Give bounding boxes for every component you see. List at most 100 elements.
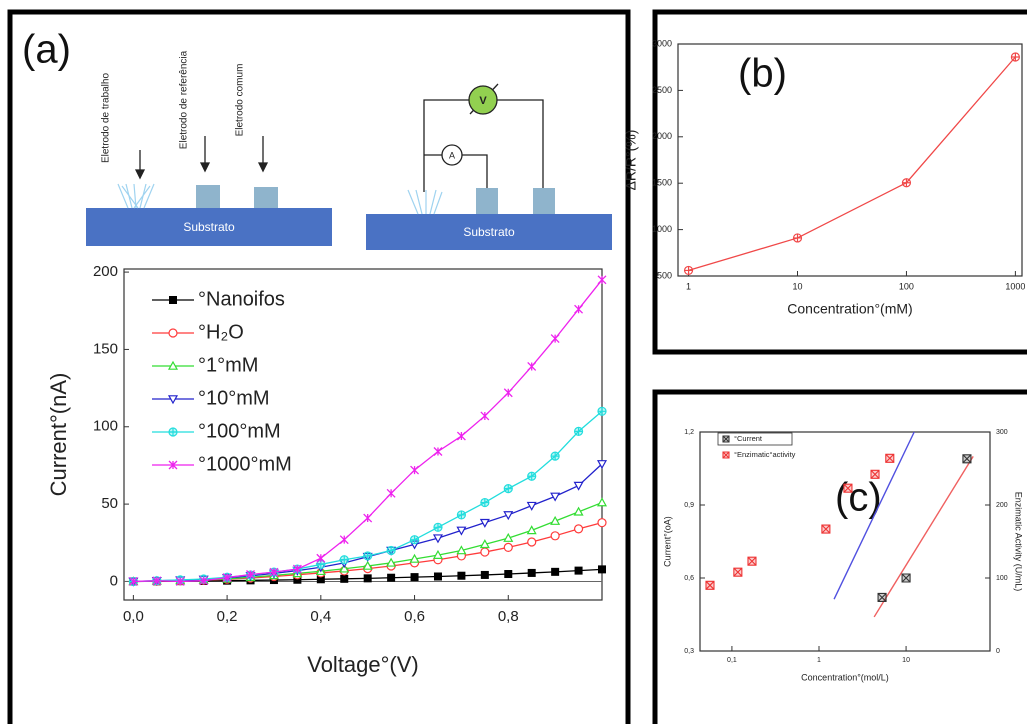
data-point (550, 515, 561, 525)
data-point (598, 565, 606, 574)
data-point (340, 574, 349, 583)
legend-label: °1°mM (198, 354, 258, 376)
data-point (683, 265, 694, 276)
data-point (386, 488, 396, 498)
y-tick-label: 500 (657, 270, 672, 280)
y-tick-label: 1500 (652, 178, 672, 188)
data-point (550, 531, 560, 541)
data-point (597, 406, 607, 416)
data-point (527, 471, 537, 481)
plot-area (128, 275, 608, 587)
data-point (574, 566, 583, 575)
data-point (199, 576, 209, 586)
data-point (480, 570, 489, 579)
legend-marker (168, 328, 178, 338)
data-point (410, 465, 420, 475)
data-point (175, 576, 185, 586)
fit-line (833, 431, 915, 600)
data-point (339, 555, 349, 565)
data-point (433, 447, 443, 456)
data-point (597, 275, 607, 285)
y-axis-label: Current°(nA) (46, 373, 71, 497)
data-point (362, 560, 373, 570)
nanowire-electrode (117, 183, 155, 209)
data-point (527, 537, 537, 547)
electrode-label: Eletrodo comum (235, 64, 246, 137)
y-tick-label: 0 (110, 572, 118, 589)
chart: 0,1 1 10 0,3 0,6 0,9 1,2 0 100 200 300 (c) Concentra… (662, 429, 1023, 683)
data-point (503, 542, 513, 553)
data-point (456, 526, 467, 536)
data-point (456, 431, 466, 441)
plot-area (705, 431, 974, 618)
x-axis-label: Concentration°(mM) (787, 301, 912, 317)
voltmeter-label: V (479, 95, 487, 107)
legend-label: °Current (734, 434, 763, 443)
data-point (433, 522, 443, 532)
data-point (292, 564, 302, 574)
y-tick-label: 0,9 (684, 502, 694, 509)
data-point (503, 388, 513, 398)
y-tick-label: 100 (93, 418, 118, 435)
data-point (733, 567, 743, 577)
x-tick-label: 1000 (1005, 281, 1025, 291)
legend-label: °100°mM (198, 420, 281, 442)
data-point (901, 178, 912, 188)
x-tick-label: 0,4 (310, 608, 331, 625)
ammeter-label: A (449, 150, 455, 160)
data-point (596, 497, 608, 507)
data-point (550, 492, 561, 502)
data-point (316, 553, 326, 563)
x-tick-label: 0,2 (217, 608, 238, 625)
data-point (526, 501, 537, 511)
data-point (551, 567, 560, 576)
data-point (503, 484, 513, 494)
schematic-left: Substrato Eletrodo de trabalho Eletrodo … (86, 50, 332, 246)
data-point (479, 539, 490, 549)
data-point (573, 524, 584, 534)
data-point (387, 573, 396, 582)
panel-label: (c) (835, 476, 882, 520)
data-point (480, 411, 490, 421)
data-point (962, 454, 972, 464)
data-point (573, 506, 584, 516)
x-tick-label: 0,0 (123, 608, 144, 625)
data-point (222, 573, 232, 583)
data-point (457, 571, 466, 580)
data-point (339, 535, 349, 545)
legend-label: °Enzimatic°activity (734, 450, 796, 459)
substrate (86, 208, 332, 246)
electrode-label: Eletrodo de referência (179, 50, 190, 149)
data-point (456, 545, 467, 555)
data-point (596, 460, 608, 470)
x-tick-label: 0,1 (727, 657, 737, 664)
legend-box (717, 432, 793, 446)
y-tick-label: 1000 (652, 224, 672, 234)
panel-label: (a) (22, 28, 71, 72)
data-point (550, 451, 560, 461)
data-point (480, 547, 490, 557)
data-point (597, 518, 607, 528)
data-point (316, 575, 325, 584)
data-point (432, 549, 443, 559)
data-point (269, 567, 279, 577)
data-point (339, 563, 350, 573)
panel-frame (652, 389, 1027, 724)
electrode (476, 188, 498, 214)
legend-marker (722, 435, 730, 443)
legend-label: °1000°mM (198, 453, 292, 475)
data-point (410, 573, 419, 582)
nanowire-electrode (407, 189, 443, 215)
data-point (901, 573, 911, 583)
legend: °Current °Enzimatic°activity (717, 432, 796, 459)
data-point (503, 511, 514, 521)
substrate (366, 214, 612, 250)
data-point (479, 518, 490, 528)
panel-label: (b) (738, 52, 787, 96)
plot-area (683, 52, 1020, 276)
legend-label: °10°mM (198, 387, 270, 409)
data-point (433, 572, 442, 581)
data-point (293, 575, 302, 584)
data-point (504, 570, 513, 579)
chart: 0,0 0,2 0,4 0,6 0,8 0 50 100 150 200 (a) Voltage°(V… (22, 28, 608, 677)
